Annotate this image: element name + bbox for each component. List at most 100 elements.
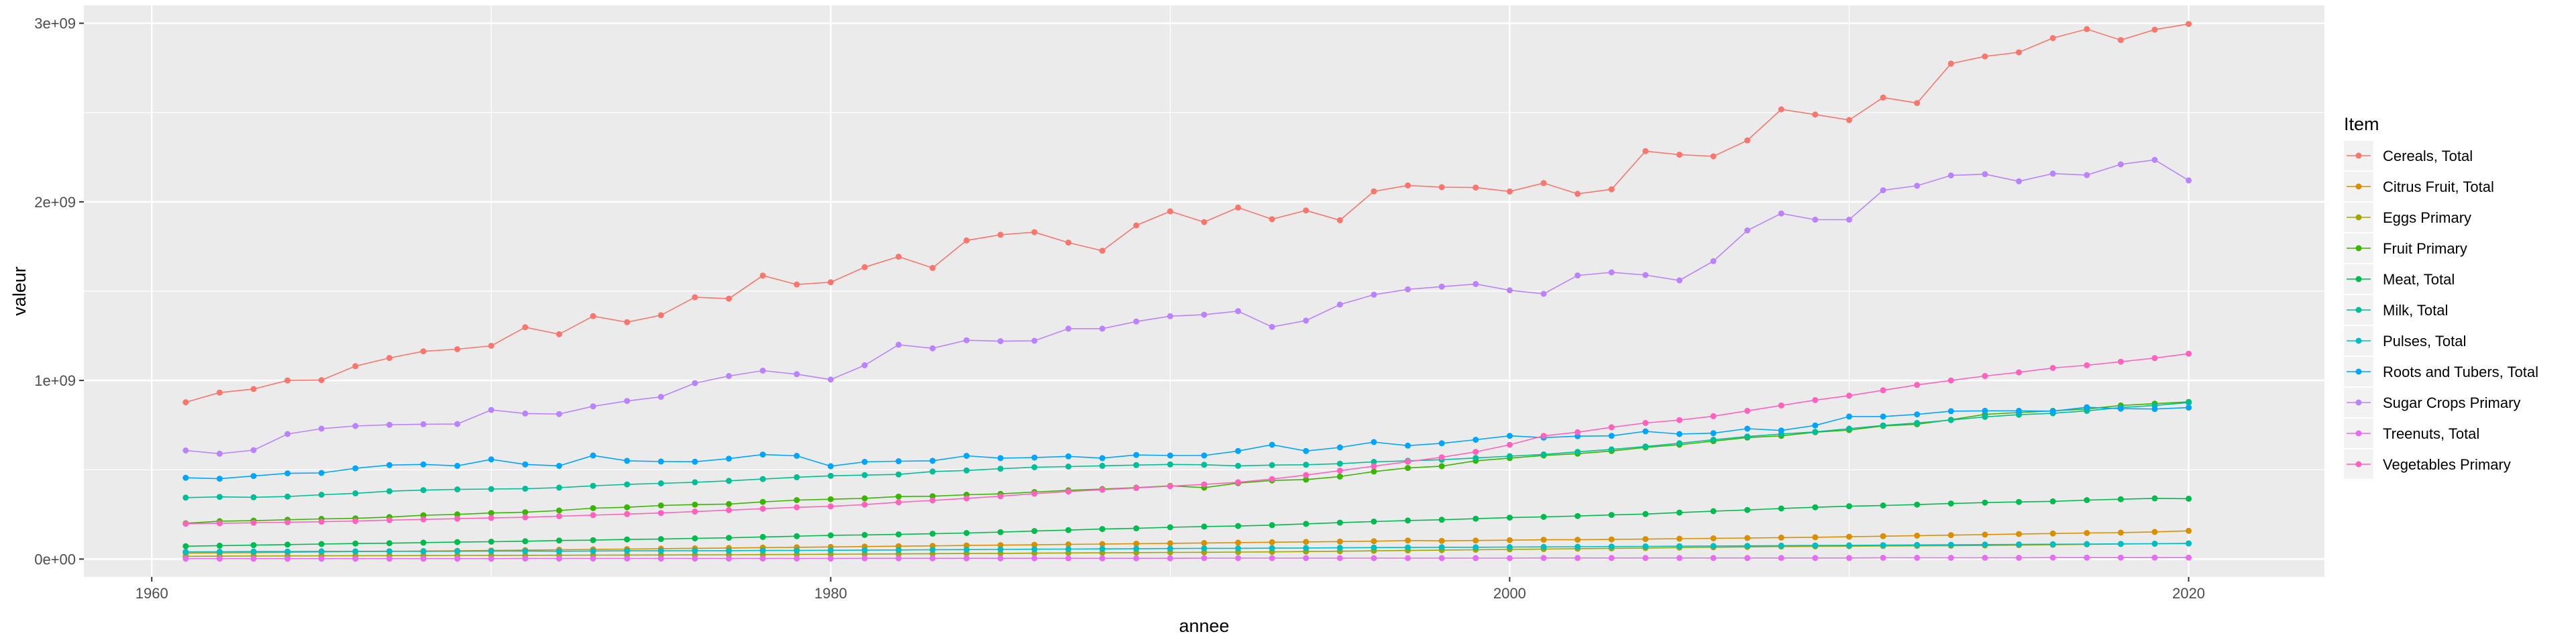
data-point: [929, 531, 936, 537]
legend-item: Roots and Tubers, Total: [2344, 357, 2538, 386]
data-point: [1642, 543, 1649, 549]
data-point: [1371, 538, 1377, 545]
data-point: [182, 399, 189, 406]
data-point: [794, 497, 800, 503]
data-point: [624, 547, 631, 554]
data-point: [1099, 455, 1106, 462]
data-point: [590, 537, 596, 543]
data-point: [1880, 413, 1886, 420]
data-point: [1947, 377, 1954, 384]
data-point: [2016, 531, 2022, 537]
data-point: [1982, 407, 1988, 414]
data-point: [216, 549, 223, 555]
data-point: [1676, 152, 1682, 158]
data-point: [1235, 539, 1242, 546]
data-point: [657, 555, 664, 562]
data-point: [488, 407, 494, 413]
data-point: [1405, 442, 1411, 449]
data-point: [1167, 208, 1173, 215]
data-point: [522, 486, 529, 492]
data-point: [1269, 323, 1275, 330]
data-point: [1235, 523, 1242, 529]
data-point: [997, 466, 1004, 472]
data-point: [1540, 433, 1547, 439]
data-point: [2016, 498, 2022, 505]
legend-label: Fruit Primary: [2383, 240, 2467, 257]
data-point: [1880, 94, 1886, 101]
data-point: [1303, 545, 1309, 551]
data-point: [1574, 543, 1581, 550]
data-point: [250, 519, 257, 526]
data-point: [420, 555, 427, 562]
data-point: [1710, 258, 1717, 264]
data-point: [1405, 537, 1411, 544]
data-point: [2151, 156, 2158, 163]
data-point: [1982, 53, 1988, 60]
data-point: [1812, 422, 1819, 429]
data-point: [386, 540, 392, 547]
series-line: [185, 407, 2189, 480]
data-point: [827, 472, 834, 479]
data-point: [896, 458, 902, 464]
data-point: [1846, 117, 1852, 123]
data-point: [318, 548, 325, 555]
data-point: [997, 555, 1004, 561]
data-point: [827, 547, 834, 553]
data-point: [1574, 429, 1581, 435]
data-point: [1676, 431, 1682, 437]
data-point: [2049, 498, 2056, 504]
data-point: [1336, 519, 1343, 526]
data-point: [182, 474, 189, 481]
legend-item: Fruit Primary: [2344, 233, 2467, 263]
data-point: [1642, 148, 1649, 154]
data-point: [1947, 555, 1954, 561]
data-point: [1031, 546, 1038, 553]
data-point: [386, 548, 392, 555]
data-point: [1303, 472, 1309, 478]
data-point: [1710, 535, 1717, 541]
data-point: [1031, 541, 1038, 548]
data-point: [794, 555, 800, 562]
data-point: [2117, 358, 2124, 365]
data-point: [1235, 555, 1242, 561]
data-point: [556, 411, 562, 417]
x-tick-label: 1960: [136, 585, 168, 602]
data-point: [1642, 511, 1649, 517]
data-point: [352, 363, 359, 370]
data-point: [1099, 545, 1106, 552]
data-point: [624, 319, 631, 325]
data-point: [726, 478, 732, 484]
data-point: [624, 458, 631, 464]
data-point: [2084, 172, 2090, 178]
data-point: [216, 450, 223, 457]
data-point: [929, 555, 936, 561]
data-point: [861, 547, 868, 553]
x-tick-label: 2020: [2172, 585, 2205, 602]
data-point: [1303, 462, 1309, 468]
data-point: [1065, 239, 1072, 246]
data-point: [1507, 555, 1513, 561]
series-line: [185, 543, 2189, 553]
data-point: [352, 423, 359, 429]
data-point: [726, 295, 732, 302]
data-point: [1710, 543, 1717, 549]
data-point: [1778, 542, 1784, 549]
data-point: [1507, 537, 1513, 543]
data-point: [1846, 503, 1852, 510]
data-point: [2186, 405, 2192, 411]
data-point: [590, 403, 596, 410]
data-point: [1472, 437, 1479, 443]
data-point: [1065, 555, 1072, 561]
data-point: [386, 555, 392, 562]
data-point: [1846, 425, 1852, 432]
data-point: [1982, 531, 1988, 538]
data-point: [352, 465, 359, 472]
data-point: [216, 555, 223, 562]
data-point: [250, 548, 257, 555]
data-point: [1778, 106, 1784, 113]
legend-label: Roots and Tubers, Total: [2383, 364, 2538, 380]
data-point: [1472, 544, 1479, 551]
data-point: [1744, 543, 1751, 549]
data-point: [1065, 325, 1072, 332]
series-line: [185, 353, 2189, 525]
